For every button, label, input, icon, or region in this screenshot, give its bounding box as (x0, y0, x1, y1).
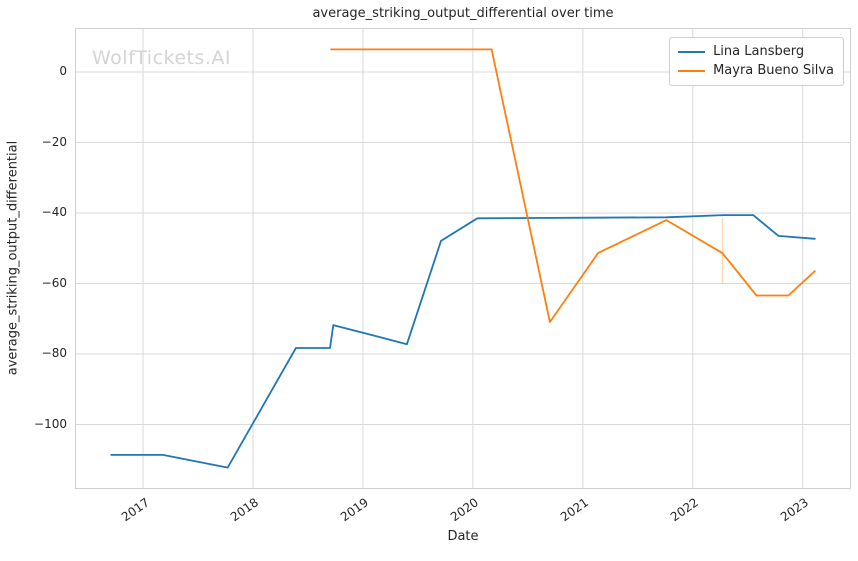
legend-item-mayra-bueno-silva: Mayra Bueno Silva (678, 61, 834, 80)
x-axis-label: Date (447, 529, 479, 544)
series-line-mayra-bueno-silva (330, 48, 816, 323)
y-tick-label: −20 (41, 134, 67, 149)
x-tick-label: 2022 (668, 495, 702, 525)
x-tick-label: 2018 (228, 495, 262, 525)
legend-label: Lina Lansberg (713, 44, 805, 59)
plot-area: WolfTickets.AI Lina Lansberg Mayra Bueno… (75, 28, 851, 489)
legend: Lina Lansberg Mayra Bueno Silva (669, 37, 844, 86)
x-tick-label: 2019 (338, 495, 372, 525)
legend-label: Mayra Bueno Silva (713, 63, 834, 78)
watermark: WolfTickets.AI (92, 47, 232, 69)
y-axis-label: average_striking_output_differential (5, 140, 21, 376)
plot-canvas (76, 29, 850, 488)
x-tick-label: 2017 (118, 495, 152, 525)
y-tick-label: 0 (59, 64, 67, 78)
x-tick-label: 2023 (778, 495, 812, 525)
legend-line-swatch-blue (678, 50, 706, 53)
x-tick-label: 2021 (558, 495, 592, 525)
series-line-lina-lansberg (110, 214, 816, 469)
y-tick-label: −100 (34, 416, 67, 431)
x-tick-label: 2020 (448, 495, 482, 525)
legend-item-lina-lansberg: Lina Lansberg (678, 42, 834, 61)
y-tick-label: −80 (41, 346, 67, 361)
legend-line-swatch-orange (678, 69, 706, 72)
y-tick-label: −40 (41, 205, 67, 220)
y-tick-label: −60 (41, 275, 67, 290)
chart-title: average_striking_output_differential ove… (312, 6, 614, 21)
